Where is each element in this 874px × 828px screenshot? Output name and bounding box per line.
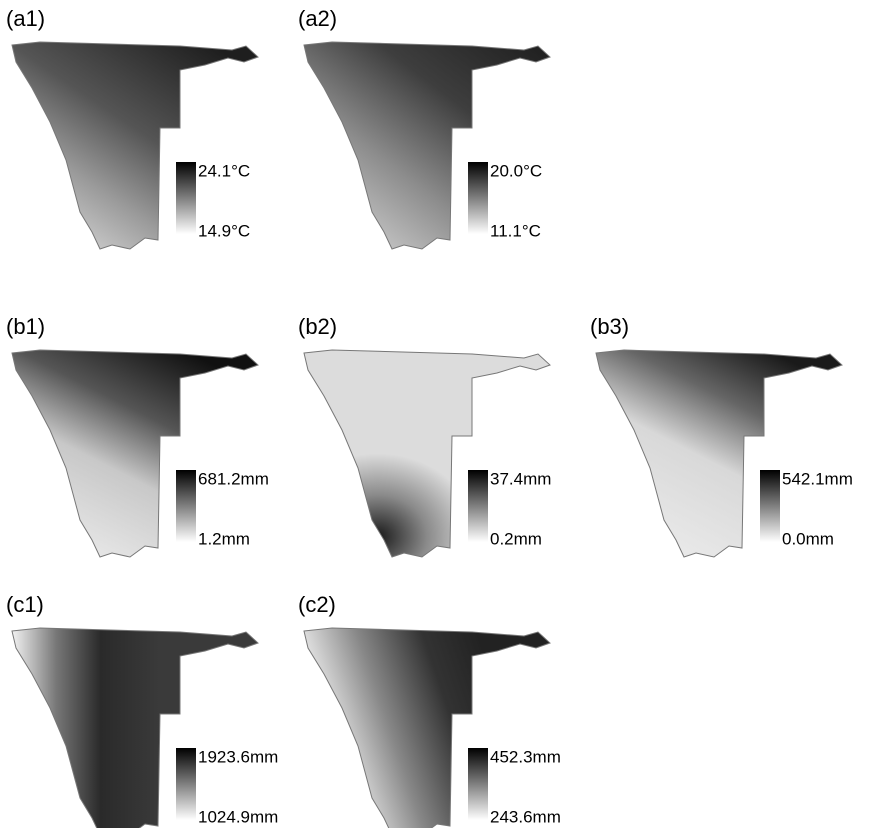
region-map [596, 350, 842, 557]
panel-label: (c2) [298, 592, 336, 617]
colorbar-min: 0.0mm [782, 529, 834, 548]
panel-label: (c1) [6, 592, 44, 617]
colorbar-min: 1024.9mm [198, 807, 278, 826]
map-panel: (a1) 24.1°C 14.9°C [6, 6, 258, 249]
region-map [12, 350, 258, 557]
region-map [304, 628, 550, 828]
colorbar [176, 162, 196, 234]
colorbar [760, 470, 780, 542]
colorbar [468, 748, 488, 820]
map-panel: (a2) 20.0°C 11.1°C [298, 6, 550, 249]
colorbar-max: 542.1mm [782, 469, 853, 488]
panel-label: (a2) [298, 6, 337, 31]
map-panel: (b2) 37.4mm 0.2mm [298, 314, 551, 557]
colorbar-max: 1923.6mm [198, 747, 278, 766]
colorbar-max: 37.4mm [490, 469, 551, 488]
colorbar [176, 748, 196, 820]
colorbar-min: 14.9°C [198, 221, 250, 240]
colorbar-max: 452.3mm [490, 747, 561, 766]
region-map [304, 42, 550, 249]
panel-label: (b1) [6, 314, 45, 339]
colorbar-max: 24.1°C [198, 161, 250, 180]
colorbar-max: 20.0°C [490, 161, 542, 180]
colorbar [468, 162, 488, 234]
colorbar-min: 243.6mm [490, 807, 561, 826]
map-panel: (b1) 681.2mm 1.2mm [6, 314, 269, 557]
figure: (a1) 24.1°C 14.9°C (a2) 20.0°C 11.1°C (b1) 681.… [0, 0, 874, 828]
panel-label: (b3) [590, 314, 629, 339]
panel-label: (b2) [298, 314, 337, 339]
colorbar-min: 1.2mm [198, 529, 250, 548]
map-panel: (c1) 1923.6mm 1024.9mm [6, 592, 278, 828]
map-panel: (b3) 542.1mm 0.0mm [590, 314, 853, 557]
map-panel: (c2) 452.3mm 243.6mm [298, 592, 561, 828]
region-map [304, 350, 550, 557]
colorbar [468, 470, 488, 542]
panel-label: (a1) [6, 6, 45, 31]
colorbar-min: 11.1°C [490, 221, 541, 240]
region-map [12, 42, 258, 249]
colorbar-max: 681.2mm [198, 469, 269, 488]
colorbar-min: 0.2mm [490, 529, 542, 548]
region-map [12, 628, 258, 828]
colorbar [176, 470, 196, 542]
